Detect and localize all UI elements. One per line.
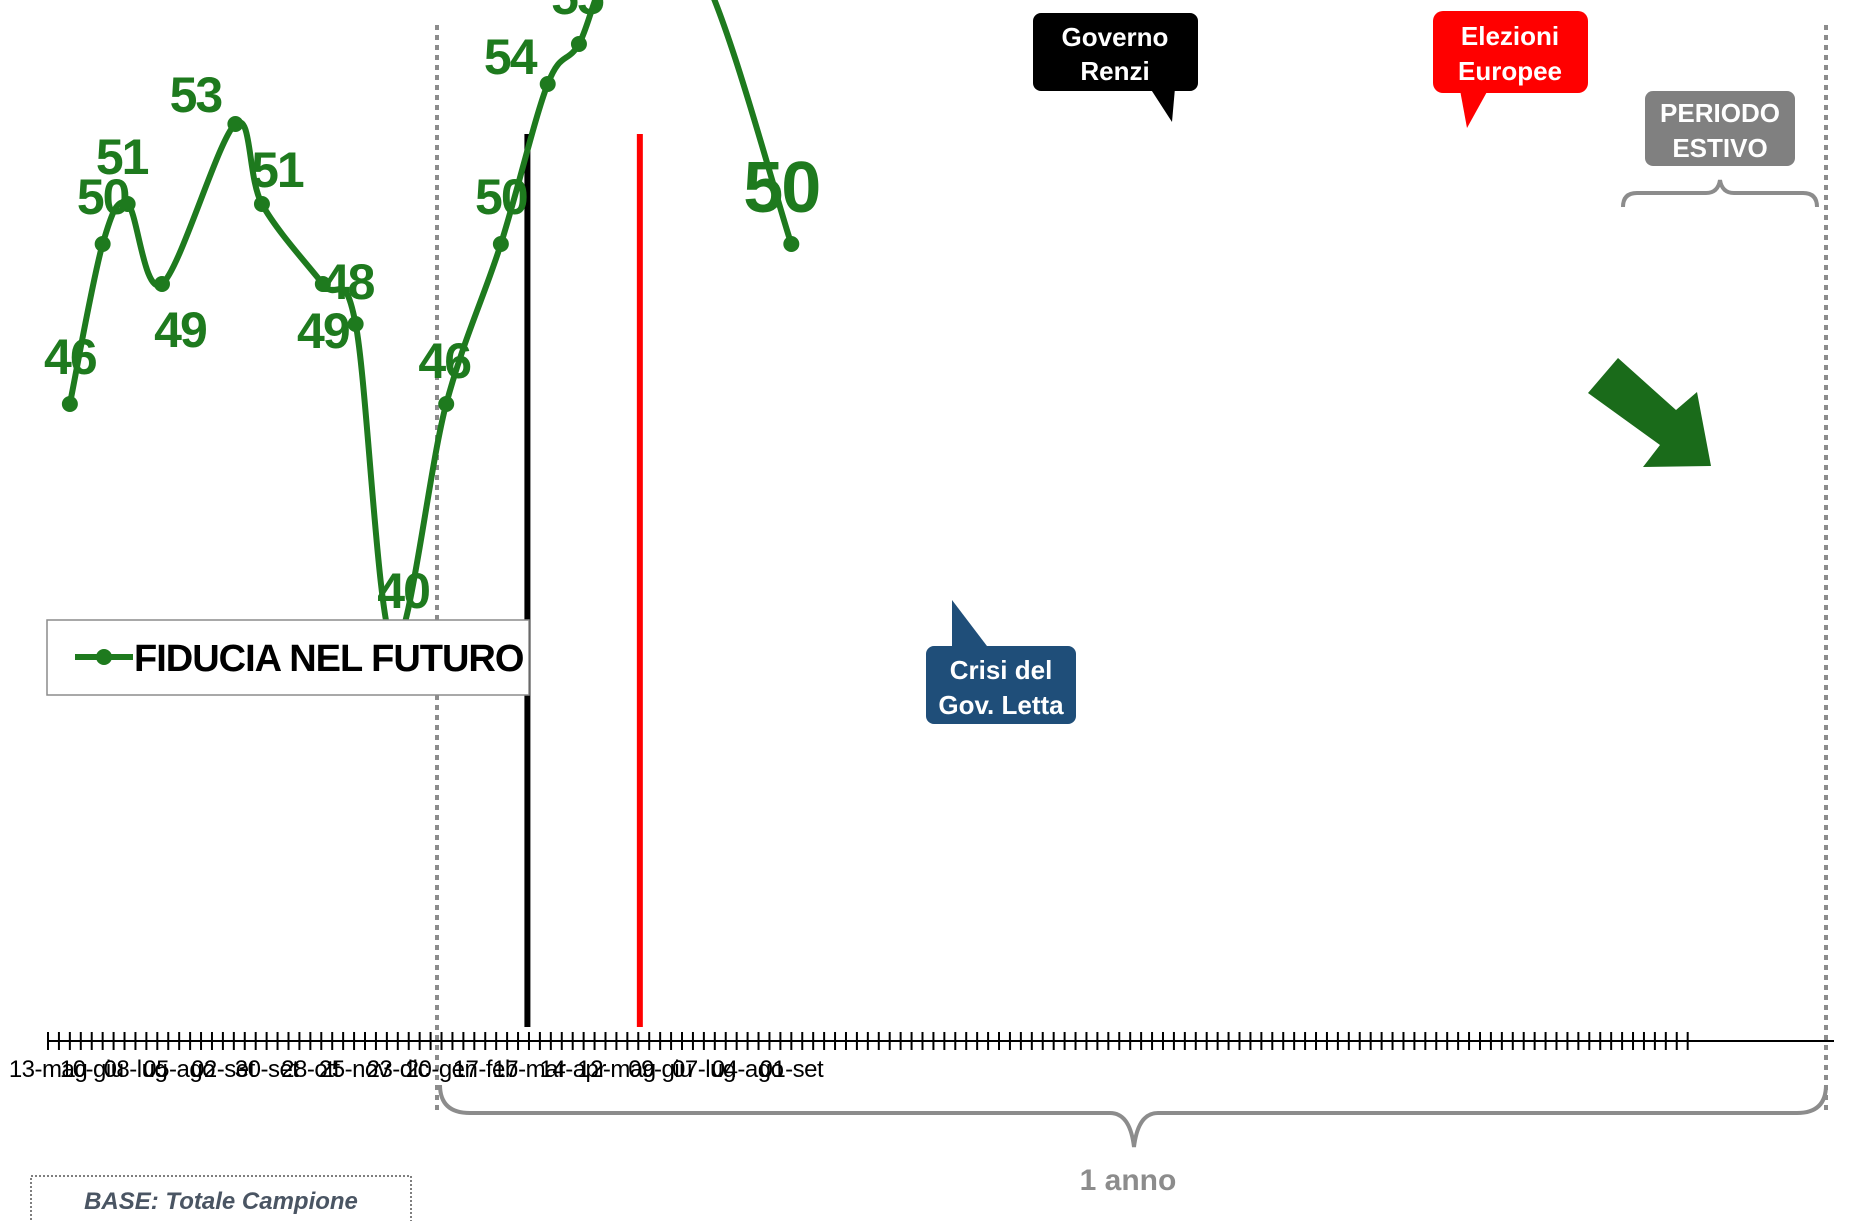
callout-governo-renzi-text-line: Governo — [1062, 22, 1169, 52]
x-tick-label: 07-lug — [672, 1056, 736, 1083]
callout-crisi-governo-letta: Crisi del Gov. Letta — [926, 600, 1076, 724]
data-point — [119, 196, 136, 212]
callout-periodo-estivo: PERIODO ESTIVO — [1621, 91, 1819, 208]
callout-box — [1433, 11, 1588, 93]
data-point — [539, 76, 556, 92]
data-point — [314, 276, 331, 292]
callout-governo-renzi-text: Governo Renzi — [1062, 22, 1169, 86]
callout-pointer — [1150, 88, 1175, 122]
x-tick-label: 13-mag — [9, 1056, 87, 1083]
annotations-layer: FIDUCIA NEL FUTURO Governo Renzi Elezioni Eu… — [30, 11, 1828, 1221]
event-layer — [524, 134, 643, 1027]
data-label: 49 — [154, 302, 206, 358]
x-tick-label: 12-mag — [577, 1056, 655, 1083]
one-year-label: 1 anno — [1080, 1164, 1177, 1197]
series-layer — [61, 0, 800, 652]
data-point — [94, 236, 111, 252]
legend-label: FIDUCIA NEL FUTURO — [134, 638, 523, 680]
data-label: 49 — [297, 303, 349, 359]
data-label: 53 — [170, 67, 222, 123]
x-tick-label: 30-set — [235, 1056, 300, 1083]
callout-periodo-estivo-text-line: PERIODO — [1660, 98, 1780, 128]
x-tick-label: 05-ago — [143, 1056, 215, 1083]
x-tick-label: 17-feb — [453, 1056, 518, 1083]
callout-governo-renzi: Governo Renzi — [1033, 13, 1198, 122]
callout-elezioni-europee-text-line: Elezioni — [1461, 21, 1559, 51]
data-label: 50 — [743, 148, 819, 228]
x-tick-label: 02-set — [191, 1056, 256, 1083]
callout-governo-renzi-text-line: Renzi — [1080, 56, 1149, 86]
data-point — [253, 196, 270, 212]
trend-arrow-shape — [1588, 358, 1711, 467]
x-tick-label: 08-lug — [104, 1056, 168, 1083]
legend-marker — [96, 649, 112, 665]
callout-box — [926, 646, 1076, 724]
x-tick-label: 25-nov — [319, 1056, 390, 1083]
base-footer-box — [30, 1175, 412, 1221]
callout-periodo-estivo-text-line: ESTIVO — [1672, 133, 1767, 163]
x-tick-label: 14-apr — [540, 1056, 607, 1083]
callout-box — [1033, 13, 1198, 91]
callout-pointer — [952, 600, 990, 650]
callout-elezioni-europee: Elezioni Europee — [1433, 11, 1588, 128]
x-axis: 13-mag10-giu08-lug05-ago02-set30-set28-o… — [9, 1032, 1834, 1083]
data-label: 46 — [418, 333, 470, 389]
callout-periodo-estivo-text: PERIODO ESTIVO — [1660, 98, 1780, 163]
callout-pointer — [1460, 90, 1488, 128]
one-year-brace: 1 anno — [438, 1084, 1828, 1197]
data-point — [438, 396, 455, 412]
data-point — [492, 236, 509, 252]
data-label: 55 — [551, 0, 604, 25]
one-year-brace-shape — [438, 1084, 1828, 1148]
trend-down-arrow-icon — [1588, 358, 1711, 467]
callout-crisi-text-line: Gov. Letta — [938, 690, 1064, 720]
base-footer: BASE: Totale Campione — [30, 1175, 412, 1221]
data-point — [570, 36, 587, 52]
x-tick-label: 28-ott — [281, 1056, 340, 1083]
callout-elezioni-europee-text: Elezioni Europee — [1458, 21, 1562, 86]
data-label: 50 — [77, 169, 129, 225]
data-label: 48 — [322, 254, 375, 310]
callout-crisi-text: Crisi del Gov. Letta — [938, 655, 1064, 720]
data-point — [227, 116, 244, 132]
data-label: 54 — [484, 29, 538, 85]
data-point — [153, 276, 170, 292]
data-label: 51 — [251, 142, 304, 198]
x-tick-label: 10-giu — [60, 1056, 124, 1083]
callout-box — [1645, 91, 1795, 166]
data-point — [61, 396, 78, 412]
x-tick-label: 23-dic — [367, 1056, 430, 1083]
x-tick-label: 20-gen — [406, 1056, 478, 1083]
x-tick-label: 17-mar — [492, 1056, 566, 1083]
data-labels-layer: 46505149535149484046505455575750 — [44, 0, 821, 619]
periodo-estivo-brace — [1621, 179, 1819, 208]
x-tick-label: 04-ago — [712, 1056, 784, 1083]
x-tick-label: 01-set — [759, 1056, 824, 1083]
callout-crisi-text-line: Crisi del — [950, 655, 1053, 685]
guide-layer — [435, 25, 1828, 1110]
data-label: 50 — [475, 169, 527, 225]
callout-elezioni-europee-text-line: Europee — [1458, 56, 1562, 86]
data-label: 51 — [96, 129, 149, 185]
data-label: 46 — [44, 329, 96, 385]
data-point — [783, 236, 800, 252]
data-point — [347, 316, 364, 332]
data-label: 40 — [377, 563, 429, 619]
x-tick-label: 09-giu — [628, 1056, 692, 1083]
base-footer-text: BASE: Totale Campione — [84, 1188, 358, 1215]
legend: FIDUCIA NEL FUTURO — [46, 619, 530, 696]
